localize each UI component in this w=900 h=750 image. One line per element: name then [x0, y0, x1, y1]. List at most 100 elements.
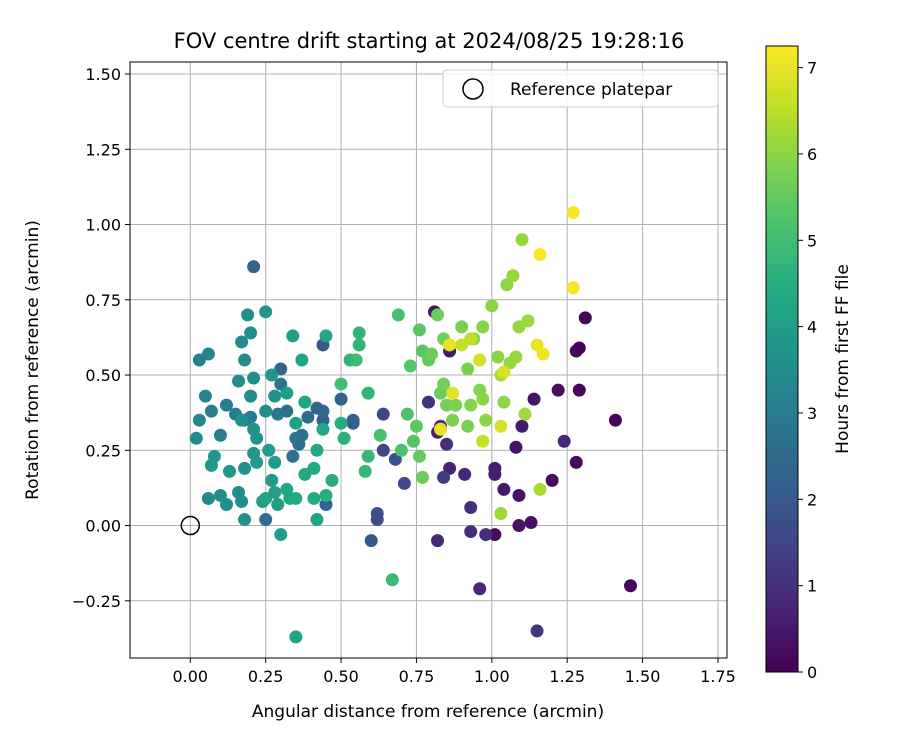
data-point — [201, 347, 215, 361]
colorbar-tick-label: 1 — [807, 577, 817, 596]
data-point — [289, 416, 303, 430]
y-axis-label: Rotation from reference (arcmin) — [23, 220, 43, 500]
data-point — [259, 305, 273, 319]
data-point — [521, 314, 535, 328]
data-point — [406, 434, 420, 448]
data-point — [557, 434, 571, 448]
data-point — [250, 431, 264, 445]
data-point — [247, 371, 261, 385]
colorbar-label: Hours from first FF file — [833, 264, 853, 454]
data-point — [415, 470, 429, 484]
data-point — [476, 320, 490, 334]
data-point — [334, 377, 348, 391]
y-tick-label: 0.00 — [85, 517, 121, 536]
data-point — [192, 413, 206, 427]
data-point — [286, 449, 300, 463]
data-point — [307, 461, 321, 475]
data-point — [289, 630, 303, 644]
data-point — [316, 422, 330, 436]
x-tick-label: 0.00 — [172, 667, 208, 686]
data-point — [286, 329, 300, 343]
legend-box — [442, 69, 719, 108]
data-point — [403, 359, 417, 373]
data-point — [515, 419, 529, 433]
grid-lines — [130, 62, 727, 658]
data-point — [289, 431, 303, 445]
data-point — [198, 389, 212, 403]
data-point — [370, 513, 384, 527]
data-point — [204, 404, 218, 418]
data-point — [385, 573, 399, 587]
data-point — [491, 350, 505, 364]
colorbar-tick-label: 3 — [807, 404, 817, 423]
data-point — [349, 353, 363, 367]
data-point — [189, 431, 203, 445]
data-point — [440, 437, 454, 451]
data-point — [207, 449, 221, 463]
scatter-points — [189, 206, 638, 644]
plot-frame — [129, 61, 728, 659]
data-point — [497, 395, 511, 409]
data-point — [464, 398, 478, 412]
data-point — [319, 329, 333, 343]
data-point — [524, 516, 538, 530]
x-axis-ticks: 0.00 0.25 0.50 0.75 1.00 1.25 1.50 1.75 — [172, 658, 736, 686]
data-point — [334, 416, 348, 430]
data-point — [298, 395, 312, 409]
data-point — [271, 407, 285, 421]
data-point — [271, 497, 285, 511]
data-point — [446, 413, 460, 427]
data-point — [431, 308, 445, 322]
x-tick-label: 1.75 — [700, 667, 736, 686]
data-point — [527, 392, 541, 406]
data-point — [268, 389, 282, 403]
data-point — [569, 455, 583, 469]
data-point — [301, 410, 315, 424]
data-point — [464, 332, 478, 346]
data-point — [437, 470, 451, 484]
data-point — [262, 443, 276, 457]
data-point — [461, 362, 475, 376]
data-point — [624, 579, 638, 593]
data-point — [446, 386, 460, 400]
colorbar-ticks: 0 1 2 3 4 5 6 7 — [798, 59, 817, 682]
data-point — [497, 365, 511, 379]
data-point — [319, 488, 333, 502]
data-point — [334, 392, 348, 406]
data-point — [289, 491, 303, 505]
y-tick-label: 1.50 — [85, 65, 121, 84]
legend: Reference platepar — [442, 69, 719, 108]
data-point — [274, 528, 288, 542]
data-point — [307, 491, 321, 505]
data-point — [533, 248, 547, 262]
data-point — [512, 519, 526, 533]
data-point — [566, 281, 580, 295]
data-point — [566, 206, 580, 220]
data-point — [530, 624, 544, 638]
data-point — [515, 233, 529, 247]
data-point — [295, 353, 309, 367]
data-point — [533, 482, 547, 496]
data-point — [394, 443, 408, 457]
y-axis-ticks: −0.25 0.00 0.25 0.50 0.75 1.00 1.25 1.50 — [72, 65, 130, 611]
x-tick-label: 1.25 — [549, 667, 585, 686]
data-point — [464, 525, 478, 539]
colorbar: 0 1 2 3 4 5 6 7 Hours from first FF file — [765, 45, 853, 682]
data-point — [238, 353, 252, 367]
data-point — [449, 398, 463, 412]
data-point — [509, 350, 523, 364]
data-point — [247, 260, 261, 274]
data-point — [310, 401, 324, 415]
data-point — [241, 308, 255, 322]
y-tick-label: 0.25 — [85, 441, 121, 460]
data-point — [443, 338, 457, 352]
data-point — [259, 513, 273, 527]
data-point — [259, 404, 273, 418]
data-point — [479, 528, 493, 542]
data-point — [497, 482, 511, 496]
data-point — [250, 455, 264, 469]
data-point — [361, 386, 375, 400]
data-point — [518, 407, 532, 421]
data-point — [235, 335, 249, 349]
